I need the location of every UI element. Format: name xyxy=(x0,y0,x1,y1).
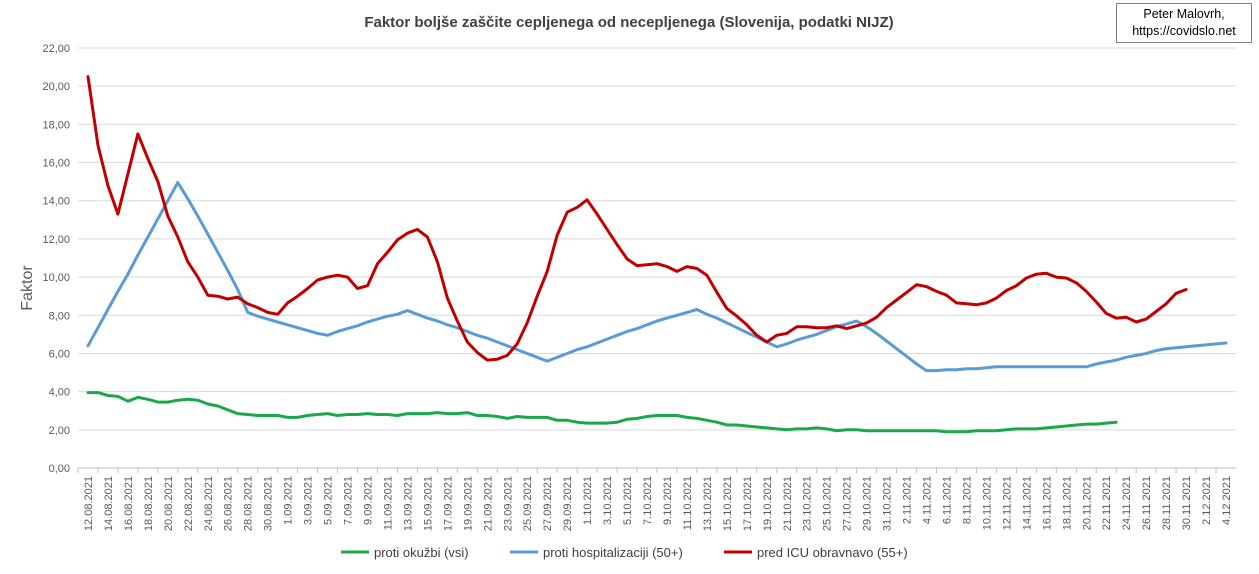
y-axis-ticks: 0,00 2,00 4,00 6,00 8,00 10,00 12,00 14,00 16,00… xyxy=(42,43,70,475)
x-tick-label: 4.12.2021 xyxy=(1221,476,1233,525)
x-tick-label: 27.09.2021 xyxy=(542,476,554,531)
x-tick-label: 29.09.2021 xyxy=(562,476,574,531)
x-tick-label: 11.10.2021 xyxy=(682,476,694,530)
x-axis-ticks: 12.08.2021 14.08.2021 16.08.2021 18.08.2021… xyxy=(77,468,1233,531)
x-tick-label: 14.08.2021 xyxy=(103,476,115,531)
y-tick-label: 14,00 xyxy=(42,196,70,208)
x-tick-label: 26.11.2021 xyxy=(1141,476,1153,530)
series-lines xyxy=(86,75,1228,434)
x-tick-label: 2.12.2021 xyxy=(1201,476,1213,525)
x-tick-label: 17.09.2021 xyxy=(442,476,454,531)
x-tick-label: 13.09.2021 xyxy=(402,476,414,531)
x-tick-label: 21.09.2021 xyxy=(482,476,494,531)
legend-label-okuzbi: proti okužbi (vsi) xyxy=(374,545,469,560)
y-tick-label: 16,00 xyxy=(42,158,70,170)
x-tick-label: 30.11.2021 xyxy=(1181,476,1193,530)
series-line-okuzbi xyxy=(86,391,1118,434)
x-tick-label: 20.11.2021 xyxy=(1081,476,1093,530)
x-tick-label: 5.10.2021 xyxy=(622,476,634,525)
x-tick-label: 20.08.2021 xyxy=(163,476,175,531)
author-url: https://covidslo.net xyxy=(1132,24,1236,38)
y-tick-label: 12,00 xyxy=(42,234,70,246)
x-tick-label: 22.08.2021 xyxy=(183,476,195,531)
y-tick-label: 20,00 xyxy=(42,81,70,93)
y-tick-label: 2,00 xyxy=(49,425,70,437)
x-tick-label: 27.10.2021 xyxy=(842,476,854,531)
x-tick-label: 14.11.2021 xyxy=(1021,476,1033,530)
x-tick-label: 9.09.2021 xyxy=(363,476,375,525)
y-tick-label: 6,00 xyxy=(49,348,70,360)
y-tick-label: 0,00 xyxy=(49,463,70,475)
x-tick-label: 6.11.2021 xyxy=(942,476,954,524)
legend-label-icu: pred ICU obravnavo (55+) xyxy=(757,545,908,560)
series-line-icu xyxy=(86,75,1188,362)
x-tick-label: 8.11.2021 xyxy=(961,476,973,524)
chart-title: Faktor boljše zaščite cepljenega od nece… xyxy=(364,14,893,31)
x-tick-label: 19.09.2021 xyxy=(462,476,474,531)
x-tick-label: 25.10.2021 xyxy=(822,476,834,531)
x-tick-label: 16.11.2021 xyxy=(1041,476,1053,530)
x-tick-label: 21.10.2021 xyxy=(782,476,794,531)
x-tick-label: 28.11.2021 xyxy=(1161,476,1173,530)
y-tick-label: 4,00 xyxy=(49,387,70,399)
x-tick-label: 4.11.2021 xyxy=(922,476,934,524)
gridlines xyxy=(78,47,1236,431)
x-tick-label: 5.09.2021 xyxy=(323,476,335,525)
x-tick-label: 17.10.2021 xyxy=(742,476,754,531)
x-tick-label: 30.08.2021 xyxy=(263,476,275,531)
legend: proti okužbi (vsi) proti hospitalizaciji … xyxy=(341,545,908,560)
legend-label-hospitalizacija: proti hospitalizaciji (50+) xyxy=(543,545,683,560)
x-tick-label: 11.09.2021 xyxy=(382,476,394,530)
x-tick-label: 25.09.2021 xyxy=(522,476,534,531)
x-tick-label: 22.11.2021 xyxy=(1101,476,1113,530)
x-tick-label: 23.10.2021 xyxy=(802,476,814,531)
y-axis-label: Faktor xyxy=(19,265,36,311)
x-tick-label: 10.11.2021 xyxy=(981,476,993,530)
x-tick-label: 7.09.2021 xyxy=(343,476,355,525)
x-tick-label: 15.09.2021 xyxy=(422,476,434,531)
x-tick-label: 18.08.2021 xyxy=(143,476,155,531)
x-tick-label: 26.08.2021 xyxy=(223,476,235,531)
author-box: Peter Malovrh, https://covidslo.net xyxy=(1116,3,1252,43)
x-tick-label: 16.08.2021 xyxy=(123,476,135,531)
x-tick-label: 15.10.2021 xyxy=(722,476,734,531)
y-tick-label: 8,00 xyxy=(49,310,70,322)
x-tick-label: 3.09.2021 xyxy=(303,476,315,525)
x-tick-label: 1.10.2021 xyxy=(582,476,594,525)
y-tick-label: 18,00 xyxy=(42,119,70,131)
x-tick-label: 23.09.2021 xyxy=(502,476,514,531)
x-tick-label: 28.08.2021 xyxy=(243,476,255,531)
x-tick-label: 18.11.2021 xyxy=(1061,476,1073,530)
x-tick-label: 24.08.2021 xyxy=(203,476,215,531)
x-tick-label: 13.10.2021 xyxy=(702,476,714,531)
series-line-hospitalizacija xyxy=(86,181,1228,373)
author-name: Peter Malovrh, xyxy=(1143,7,1225,21)
x-tick-label: 29.10.2021 xyxy=(862,476,874,531)
x-tick-label: 7.10.2021 xyxy=(642,476,654,525)
x-tick-label: 12.08.2021 xyxy=(83,476,95,531)
x-tick-label: 24.11.2021 xyxy=(1121,476,1133,530)
x-tick-label: 2.11.2021 xyxy=(902,476,914,524)
y-tick-label: 22,00 xyxy=(42,43,70,55)
x-tick-label: 19.10.2021 xyxy=(762,476,774,531)
y-tick-label: 10,00 xyxy=(42,272,70,284)
x-tick-label: 12.11.2021 xyxy=(1001,476,1013,530)
x-tick-label: 3.10.2021 xyxy=(602,476,614,525)
x-tick-label: 9.10.2021 xyxy=(662,476,674,525)
x-tick-label: 31.10.2021 xyxy=(882,476,894,531)
x-tick-label: 1.09.2021 xyxy=(283,476,295,525)
